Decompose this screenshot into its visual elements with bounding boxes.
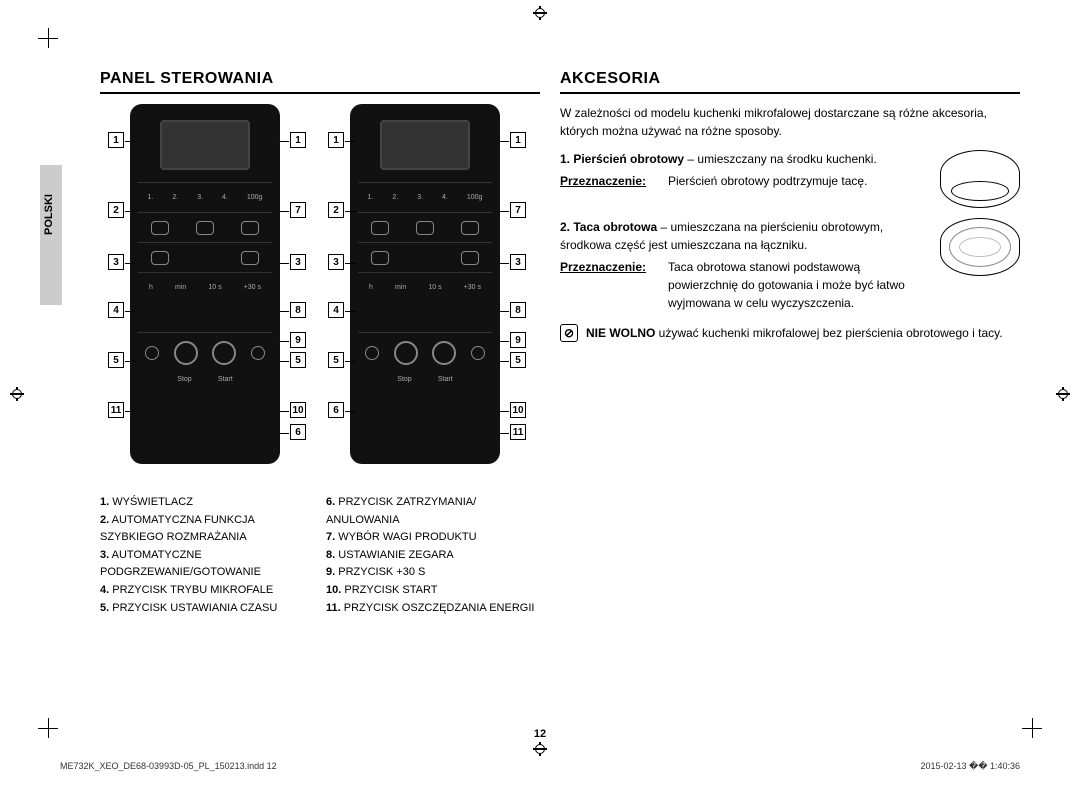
callout: 11 (510, 424, 526, 440)
legend-item: 7. WYBÓR WAGI PRODUKTU (326, 529, 536, 547)
page-content: POLSKI PANEL STEROWANIA 1. 2. 3. 4. 100g (60, 70, 1020, 730)
section-control-panel: PANEL STEROWANIA 1. 2. 3. 4. 100g (100, 70, 540, 617)
warning-note: ⊘ NIE WOLNO używać kuchenki mikrofalowej… (560, 324, 1020, 342)
legend-item: 2. AUTOMATYCZNA FUNKCJA SZYBKIEGO ROZMRA… (100, 512, 310, 547)
callout: 4 (108, 302, 124, 318)
legend-item: 5. PRZYCISK USTAWIANIA CZASU (100, 600, 310, 618)
legend-item: 11. PRZYCISK OSZCZĘDZANIA ENERGII (326, 600, 536, 618)
language-tab: POLSKI (40, 165, 62, 305)
crop-mark (38, 28, 58, 48)
registration-mark-top (533, 6, 547, 20)
stop-button-icon (174, 341, 198, 365)
display-area (380, 120, 470, 170)
callout: 1 (290, 132, 306, 148)
panel-variant-b: 1. 2. 3. 4. 100g h min 10 s +30 s (330, 104, 520, 474)
legend-item: 3. AUTOMATYCZNE PODGRZEWANIE/GOTOWANIE (100, 547, 310, 582)
callout: 9 (290, 332, 306, 348)
auto-cook-row (138, 212, 272, 242)
callout: 1 (510, 132, 526, 148)
start-button-icon (212, 341, 236, 365)
accessory-item: 2. Taca obrotowa – umieszczana na pierśc… (560, 218, 1020, 312)
control-panels-figure: 1. 2. 3. 4. 100g h min 10 s +30 s (110, 104, 540, 474)
callout: 3 (290, 254, 306, 270)
legend-item: 1. WYŚWIETLACZ (100, 494, 310, 512)
legend-item: 4. PRZYCISK TRYBU MIKROFALE (100, 582, 310, 600)
callout: 6 (328, 402, 344, 418)
panel-body: 1. 2. 3. 4. 100g h min 10 s +30 s (130, 104, 280, 464)
callout: 9 (510, 332, 526, 348)
callout: 7 (510, 202, 526, 218)
callout: 1 (328, 132, 344, 148)
defrost-row: 1. 2. 3. 4. 100g (138, 182, 272, 212)
legend-column-2: 6. PRZYCISK ZATRZYMANIA/ ANULOWANIA7. WY… (326, 494, 536, 617)
legend-column-1: 1. WYŚWIETLACZ2. AUTOMATYCZNA FUNKCJA SZ… (100, 494, 310, 617)
page-number: 12 (0, 728, 1080, 740)
callout: 5 (510, 352, 526, 368)
registration-mark-bottom (533, 742, 547, 756)
callout: 3 (510, 254, 526, 270)
legend-item: 9. PRZYCISK +30 S (326, 564, 536, 582)
control-panel-heading: PANEL STEROWANIA (100, 70, 540, 94)
language-tab-label: POLSKI (43, 194, 55, 235)
callout: 5 (290, 352, 306, 368)
accessory-illustration (940, 218, 1020, 276)
registration-mark-left (10, 387, 24, 401)
control-panel-legend: 1. WYŚWIETLACZ2. AUTOMATYCZNA FUNKCJA SZ… (100, 494, 540, 617)
callout: 5 (108, 352, 124, 368)
callout: 2 (108, 202, 124, 218)
legend-item: 8. USTAWIANIE ZEGARA (326, 547, 536, 565)
section-accessories: AKCESORIA W zależności od modelu kuchenk… (560, 70, 1020, 342)
callout: 5 (328, 352, 344, 368)
callout: 8 (290, 302, 306, 318)
callout: 2 (328, 202, 344, 218)
display-area (160, 120, 250, 170)
accessory-illustration (940, 150, 1020, 208)
time-row: h min 10 s +30 s (138, 272, 272, 302)
accessory-item: 1. Pierścień obrotowy – umieszczany na ś… (560, 150, 1020, 208)
callout: 10 (510, 402, 526, 418)
callout: 3 (328, 254, 344, 270)
panel-variant-a: 1. 2. 3. 4. 100g h min 10 s +30 s (110, 104, 300, 474)
panel-body: 1. 2. 3. 4. 100g h min 10 s +30 s (350, 104, 500, 464)
callout: 11 (108, 402, 124, 418)
callout: 8 (510, 302, 526, 318)
legend-item: 6. PRZYCISK ZATRZYMANIA/ ANULOWANIA (326, 494, 536, 529)
microwave-row (138, 242, 272, 272)
footer-timestamp: 2015-02-13 �� 1:40:36 (920, 761, 1020, 772)
prohibit-icon: ⊘ (560, 324, 578, 342)
accessories-intro: W zależności od modelu kuchenki mikrofal… (560, 104, 1020, 140)
callout: 1 (108, 132, 124, 148)
callout: 3 (108, 254, 124, 270)
warning-text: NIE WOLNO używać kuchenki mikrofalowej b… (586, 324, 1003, 342)
start-stop-row (138, 332, 272, 372)
callout: 7 (290, 202, 306, 218)
legend-item: 10. PRZYCISK START (326, 582, 536, 600)
callout: 4 (328, 302, 344, 318)
callout: 10 (290, 402, 306, 418)
callout: 6 (290, 424, 306, 440)
accessories-heading: AKCESORIA (560, 70, 1020, 94)
registration-mark-right (1056, 387, 1070, 401)
accessories-list: 1. Pierścień obrotowy – umieszczany na ś… (560, 150, 1020, 312)
footer-filename: ME732K_XEO_DE68-03993D-05_PL_150213.indd… (60, 761, 277, 772)
print-footer: ME732K_XEO_DE68-03993D-05_PL_150213.indd… (60, 761, 1020, 772)
